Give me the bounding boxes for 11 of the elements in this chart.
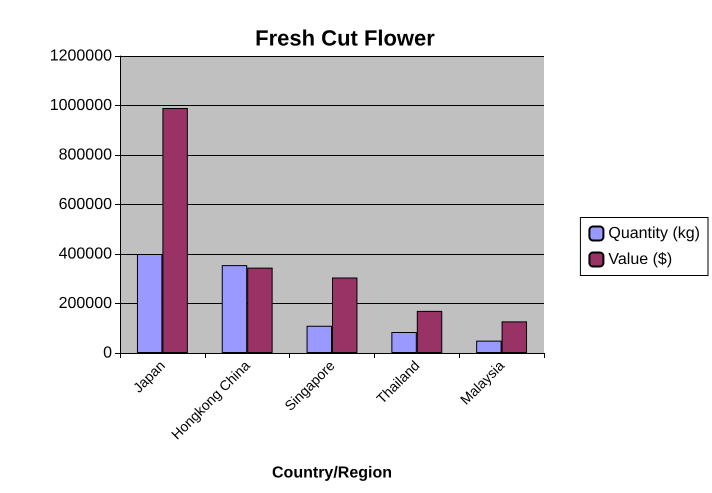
x-axis-title: Country/Region: [272, 464, 392, 482]
chart-title: Fresh Cut Flower: [255, 26, 436, 50]
y-tick-label: 400000: [58, 246, 112, 262]
y-tick-label: 600000: [58, 196, 112, 213]
y-tick-label: 0: [103, 344, 112, 362]
legend-label: Value ($): [608, 251, 672, 268]
y-tick-label: 200000: [58, 295, 112, 312]
y-tick-label: 800000: [58, 146, 112, 164]
y-tick-label: 1200000: [50, 48, 112, 64]
legend-label: Quantity (kg): [608, 225, 700, 242]
y-tick-label: 1000000: [50, 97, 112, 114]
